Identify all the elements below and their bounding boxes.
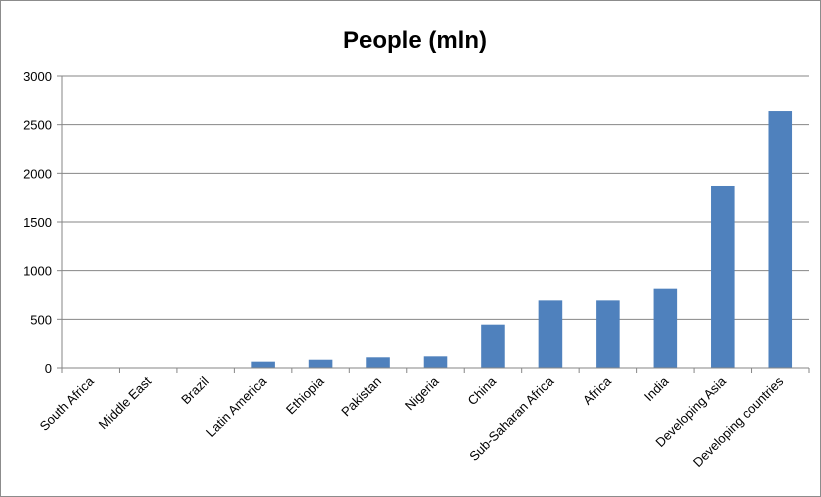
y-tick-label: 0 xyxy=(45,361,52,376)
x-tick-label: Middle East xyxy=(96,373,155,432)
x-tick-label: Africa xyxy=(580,373,615,408)
x-tick-label: Latin America xyxy=(203,373,270,440)
bar-africa xyxy=(596,300,620,368)
bar-pakistan xyxy=(366,357,390,368)
y-tick-label: 3000 xyxy=(23,69,52,84)
x-tick-label: Ethiopia xyxy=(283,373,327,417)
y-tick-label: 500 xyxy=(30,312,52,327)
x-tick-label: Pakistan xyxy=(338,374,384,420)
bar-latin-america xyxy=(251,361,275,368)
y-tick-label: 2000 xyxy=(23,166,52,181)
x-tick-label: India xyxy=(641,373,672,404)
x-tick-label: South Africa xyxy=(37,373,98,434)
bar-developing-asia xyxy=(711,185,735,368)
bar-india xyxy=(653,288,678,368)
y-tick-label: 1500 xyxy=(23,215,52,230)
bar-developing-countries xyxy=(768,111,793,368)
bar-ethiopia xyxy=(308,359,333,368)
bar-china xyxy=(481,324,505,368)
x-tick-label: China xyxy=(464,373,499,408)
y-tick-label: 1000 xyxy=(23,264,52,279)
chart-title: People (mln) xyxy=(343,27,487,54)
y-tick-label: 2500 xyxy=(23,118,52,133)
bars xyxy=(78,111,793,368)
x-tick-label: Brazil xyxy=(178,373,212,407)
x-tick-label: Nigeria xyxy=(402,373,442,413)
bar-nigeria xyxy=(423,356,448,368)
bar-sub-saharan-africa xyxy=(538,300,563,368)
y-axis-ticks: 0 500 1000 1500 2000 2500 3000 xyxy=(23,69,62,376)
gridlines xyxy=(62,75,809,320)
